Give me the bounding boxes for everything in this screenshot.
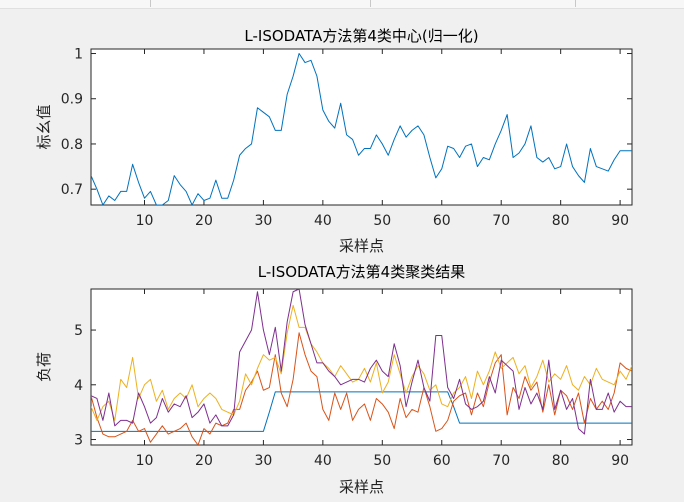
bottom-y-tick-label: 3 <box>74 433 83 449</box>
top-x-tick-label: 40 <box>314 213 332 229</box>
top-axes: L-ISODATA方法第4类中心(归一化) 采样点 标幺值 10 20 30 40 50… <box>35 27 633 255</box>
top-series-line-1 <box>91 53 632 205</box>
top-plot-area <box>90 48 633 206</box>
top-y-tick-label: 0.9 <box>61 92 83 108</box>
bottom-x-tick-label: 30 <box>254 453 272 469</box>
top-y-tick-label: 0.7 <box>61 182 83 198</box>
bottom-x-axis-label: 采样点 <box>339 478 384 496</box>
bottom-axis-ticks: 10 20 30 40 50 60 70 80 90 3 4 5 <box>74 289 632 469</box>
top-axis-ticks: 10 20 30 40 50 60 70 80 90 0.7 0.8 0.9 1 <box>61 47 632 229</box>
top-chart-title: L-ISODATA方法第4类中心(归一化) <box>244 27 478 45</box>
bottom-y-tick-label: 5 <box>74 323 83 339</box>
bottom-x-tick-label: 70 <box>492 453 510 469</box>
bottom-axes: L-ISODATA方法第4类聚类结果 采样点 负荷 10 20 30 40 50 60 70… <box>35 263 633 496</box>
top-x-tick-label: 60 <box>433 213 451 229</box>
bottom-x-tick-label: 10 <box>136 453 154 469</box>
bottom-x-tick-label: 40 <box>314 453 332 469</box>
top-x-tick-label: 50 <box>373 213 391 229</box>
top-x-tick-label: 10 <box>136 213 154 229</box>
bottom-x-tick-label: 60 <box>433 453 451 469</box>
top-series-lines <box>91 53 632 205</box>
top-x-tick-label: 70 <box>492 213 510 229</box>
top-y-tick-label: 1 <box>74 47 83 63</box>
top-x-axis-label: 采样点 <box>339 237 384 255</box>
window-top-strip <box>0 0 684 9</box>
bottom-x-tick-label: 20 <box>195 453 213 469</box>
bottom-plot-area <box>90 288 633 446</box>
bottom-series-line-4 <box>91 289 632 435</box>
top-x-tick-label: 80 <box>552 213 570 229</box>
bottom-y-tick-label: 4 <box>74 378 83 394</box>
bottom-chart-title: L-ISODATA方法第4类聚类结果 <box>258 263 465 281</box>
bottom-x-tick-label: 90 <box>611 453 629 469</box>
top-x-tick-label: 90 <box>611 213 629 229</box>
bottom-series-line-1 <box>91 391 632 432</box>
top-y-tick-label: 0.8 <box>61 137 83 153</box>
top-y-axis-label: 标幺值 <box>35 104 53 149</box>
top-x-tick-label: 20 <box>195 213 213 229</box>
bottom-series-line-3 <box>91 304 632 421</box>
bottom-y-axis-label: 负荷 <box>35 352 53 382</box>
bottom-x-tick-label: 50 <box>373 453 391 469</box>
bottom-series-lines <box>91 289 632 445</box>
bottom-x-tick-label: 80 <box>552 453 570 469</box>
top-x-tick-label: 30 <box>254 213 272 229</box>
